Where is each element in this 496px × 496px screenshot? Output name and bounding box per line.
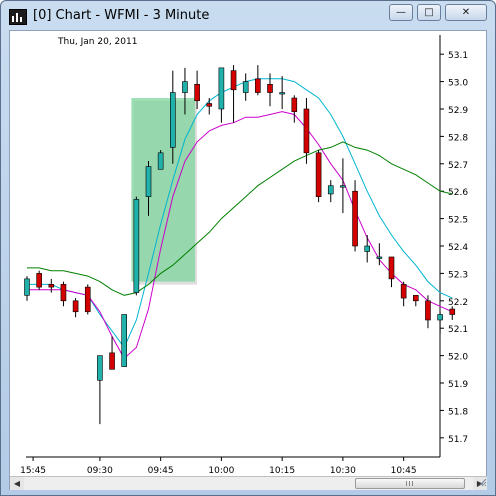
candle-up [242, 81, 249, 93]
close-icon: ✕ [461, 7, 471, 18]
close-button[interactable]: ✕ [445, 4, 487, 21]
candle-up [145, 166, 152, 197]
x-tick-label: 09:45 [148, 466, 174, 475]
y-tick-label: 52.7 [448, 161, 468, 171]
y-tick-label: 52.1 [448, 325, 468, 335]
candle-up [340, 185, 346, 188]
price-chart[interactable]: 53.1 53.0 52.9 52.8 52.7 52.6 52.5 52.4 52.3 52.2… [10, 31, 486, 475]
scroll-left-icon[interactable]: ◀ [10, 477, 24, 490]
candle-up [157, 152, 164, 170]
y-tick-label: 52.6 [448, 188, 468, 198]
date-label: Thu, Jan 20, 2011 [58, 37, 138, 47]
y-tick-label: 51.7 [448, 435, 468, 445]
y-tick-label: 52.0 [448, 353, 468, 363]
candle-up [170, 92, 176, 148]
candle-down [400, 284, 407, 299]
candle-down [72, 300, 79, 313]
y-tick-label: 52.2 [448, 298, 468, 308]
maximize-icon: □ [424, 7, 434, 18]
candle-down [291, 97, 298, 113]
candle-down [303, 108, 310, 154]
window-title: [0] Chart - WFMI - 3 Minute [33, 8, 210, 23]
candle-down [194, 84, 200, 102]
candle-up [133, 199, 140, 293]
moving-average-line-2 [27, 111, 453, 360]
resize-grip-icon[interactable] [477, 477, 487, 487]
candle-down [425, 300, 431, 321]
candle-down [449, 308, 456, 315]
y-tick-label: 52.4 [448, 243, 468, 253]
chart-panel[interactable]: 53.1 53.0 52.9 52.8 52.7 52.6 52.5 52.4 52.3 52.2… [9, 30, 487, 490]
moving-average-line-3 [27, 141, 453, 296]
candle-up [327, 185, 334, 195]
candle-down [267, 84, 273, 93]
candle-down [206, 103, 213, 107]
y-tick-label: 52.3 [448, 270, 468, 280]
candle-down [412, 295, 419, 302]
candle-up [376, 256, 383, 259]
candle-up [218, 67, 225, 110]
candle-down [109, 352, 115, 370]
candle-up [437, 314, 443, 321]
candle-down [60, 284, 67, 302]
candle-down [36, 273, 42, 288]
candle-down [84, 286, 91, 313]
y-tick-label: 52.5 [448, 216, 468, 226]
y-tick-label: 52.8 [448, 133, 468, 143]
candle-up [279, 92, 285, 95]
candle-down [352, 190, 358, 247]
y-tick-label: 53.1 [448, 51, 468, 61]
minimize-button[interactable]: — [389, 4, 413, 21]
candle-up [24, 278, 30, 296]
candle-down [315, 152, 322, 197]
candle-up [364, 245, 371, 252]
x-tick-label: 10:15 [269, 466, 295, 475]
x-tick-label: 10:30 [330, 466, 356, 475]
scrollbar-thumb[interactable] [355, 478, 465, 489]
candle-down [230, 70, 237, 91]
candle-down [255, 78, 261, 93]
y-tick-label: 52.9 [448, 106, 468, 116]
candlestick-chart-icon[interactable] [9, 9, 27, 25]
candle-down [388, 256, 395, 280]
x-tick-label: 10:45 [391, 466, 417, 475]
y-tick-label: 51.8 [448, 407, 468, 417]
scroll-right-icon[interactable]: ▶ [473, 477, 487, 490]
candle-down [48, 284, 55, 288]
candle-up [121, 314, 127, 367]
x-tick-label: 09:30 [87, 466, 113, 475]
highlight-region [131, 98, 196, 282]
moving-average-line-1 [27, 78, 453, 349]
y-tick-label: 51.9 [448, 380, 468, 390]
x-tick-label: 15:45 [20, 466, 46, 475]
minimize-icon: — [396, 7, 406, 18]
horizontal-scrollbar[interactable]: ◀ ▶ [10, 476, 487, 490]
y-tick-label: 53.0 [448, 79, 468, 89]
x-tick-label: 10:00 [208, 466, 234, 475]
maximize-button[interactable]: □ [417, 4, 441, 21]
candle-up [97, 355, 103, 381]
candle-up [182, 81, 188, 93]
title-bar[interactable]: [0] Chart - WFMI - 3 Minute — □ ✕ [1, 1, 495, 31]
